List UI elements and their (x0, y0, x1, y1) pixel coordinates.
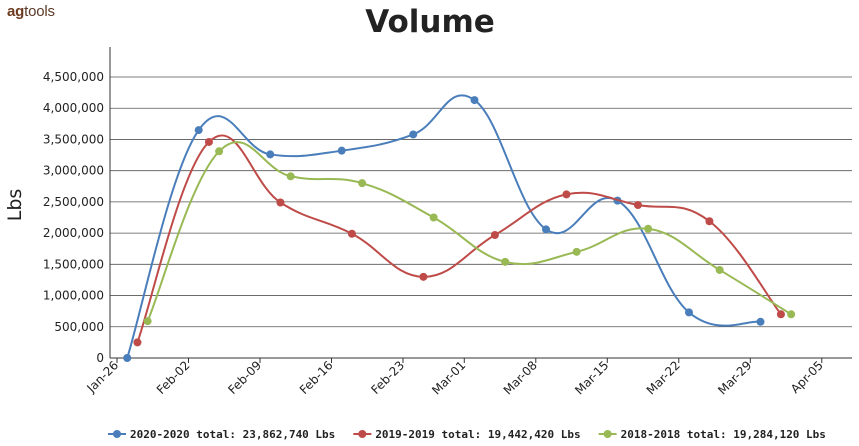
legend-item: 2019-2019 total: 19,442,420 Lbs (353, 428, 581, 441)
series-line (136, 134, 782, 343)
data-point (204, 137, 213, 146)
data-point (194, 126, 203, 135)
data-point (419, 272, 428, 281)
data-point (490, 230, 499, 239)
series-line (126, 94, 761, 359)
data-point (705, 217, 714, 226)
data-point (429, 213, 438, 222)
y-axis-label: Lbs (4, 189, 26, 222)
data-point (347, 229, 356, 238)
y-tick-label: 2,000,000 (43, 226, 104, 240)
series-line (146, 141, 792, 322)
x-tick-label: Feb-02 (154, 358, 193, 397)
y-tick-label: 2,500,000 (43, 195, 104, 209)
legend[interactable]: 2020-2020 total: 23,862,740 Lbs 2019-2019… (108, 428, 826, 441)
legend-item: 2020-2020 total: 23,862,740 Lbs (108, 428, 335, 441)
data-point (685, 308, 693, 317)
legend-swatch-marker (603, 430, 612, 438)
x-axis-ticks: Jan-26 Feb-02 Feb-09 Feb-16 Feb-23 Mar-01 Mar-… (84, 358, 826, 397)
y-tick-label: 500,000 (54, 320, 104, 334)
legend-label: 2020-2020 total: 23,862,740 Lbs (130, 428, 335, 441)
x-tick-label: Mar-15 (572, 358, 611, 397)
data-point (123, 354, 132, 362)
gridlines (110, 76, 852, 359)
y-tick-label: 4,000,000 (43, 101, 104, 115)
data-point (133, 338, 142, 347)
data-point (143, 317, 152, 326)
legend-label: 2018-2018 total: 19,284,120 Lbs (621, 428, 826, 441)
data-point (633, 201, 642, 210)
data-point (276, 198, 285, 207)
y-tick-label: 0 (96, 351, 104, 365)
y-tick-label: 3,500,000 (43, 132, 104, 146)
data-point (286, 172, 295, 181)
x-tick-label: Feb-16 (297, 358, 336, 397)
data-point (409, 130, 418, 139)
agtools-logo: agtools (7, 3, 55, 20)
data-point (542, 225, 550, 234)
data-point (644, 224, 653, 233)
data-point (756, 317, 765, 326)
x-tick-label: Feb-23 (368, 358, 407, 397)
y-axis-ticks: 0 500,000 1,000,000 1,500,000 2,000,000 2,500… (43, 70, 104, 365)
x-tick-label: Mar-01 (429, 358, 468, 397)
y-tick-label: 3,000,000 (43, 164, 104, 178)
data-point (572, 247, 581, 256)
y-tick-label: 1,000,000 (43, 289, 104, 303)
x-tick-label: Mar-29 (715, 358, 754, 397)
chart-title: Volume (365, 4, 495, 40)
x-tick-label: Apr-05 (788, 358, 826, 396)
data-point (470, 96, 479, 105)
y-tick-label: 4,500,000 (43, 70, 104, 84)
data-point (266, 150, 275, 159)
legend-swatch-marker (358, 430, 367, 438)
data-point (501, 257, 510, 266)
legend-item: 2018-2018 total: 19,284,120 Lbs (598, 428, 826, 441)
data-point (776, 310, 785, 319)
data-point (787, 310, 796, 319)
x-tick-label: Feb-09 (225, 358, 264, 397)
data-point (215, 147, 224, 156)
data-point (337, 146, 346, 155)
series-lines (123, 94, 796, 362)
x-tick-label: Mar-08 (501, 358, 540, 397)
y-tick-label: 1,500,000 (43, 257, 104, 271)
x-tick-label: Mar-22 (644, 358, 683, 397)
data-point (358, 179, 367, 188)
legend-label: 2019-2019 total: 19,442,420 Lbs (375, 428, 580, 441)
legend-swatch-marker (113, 430, 121, 438)
data-point (562, 190, 571, 199)
axes (109, 47, 852, 359)
data-point (715, 265, 724, 274)
